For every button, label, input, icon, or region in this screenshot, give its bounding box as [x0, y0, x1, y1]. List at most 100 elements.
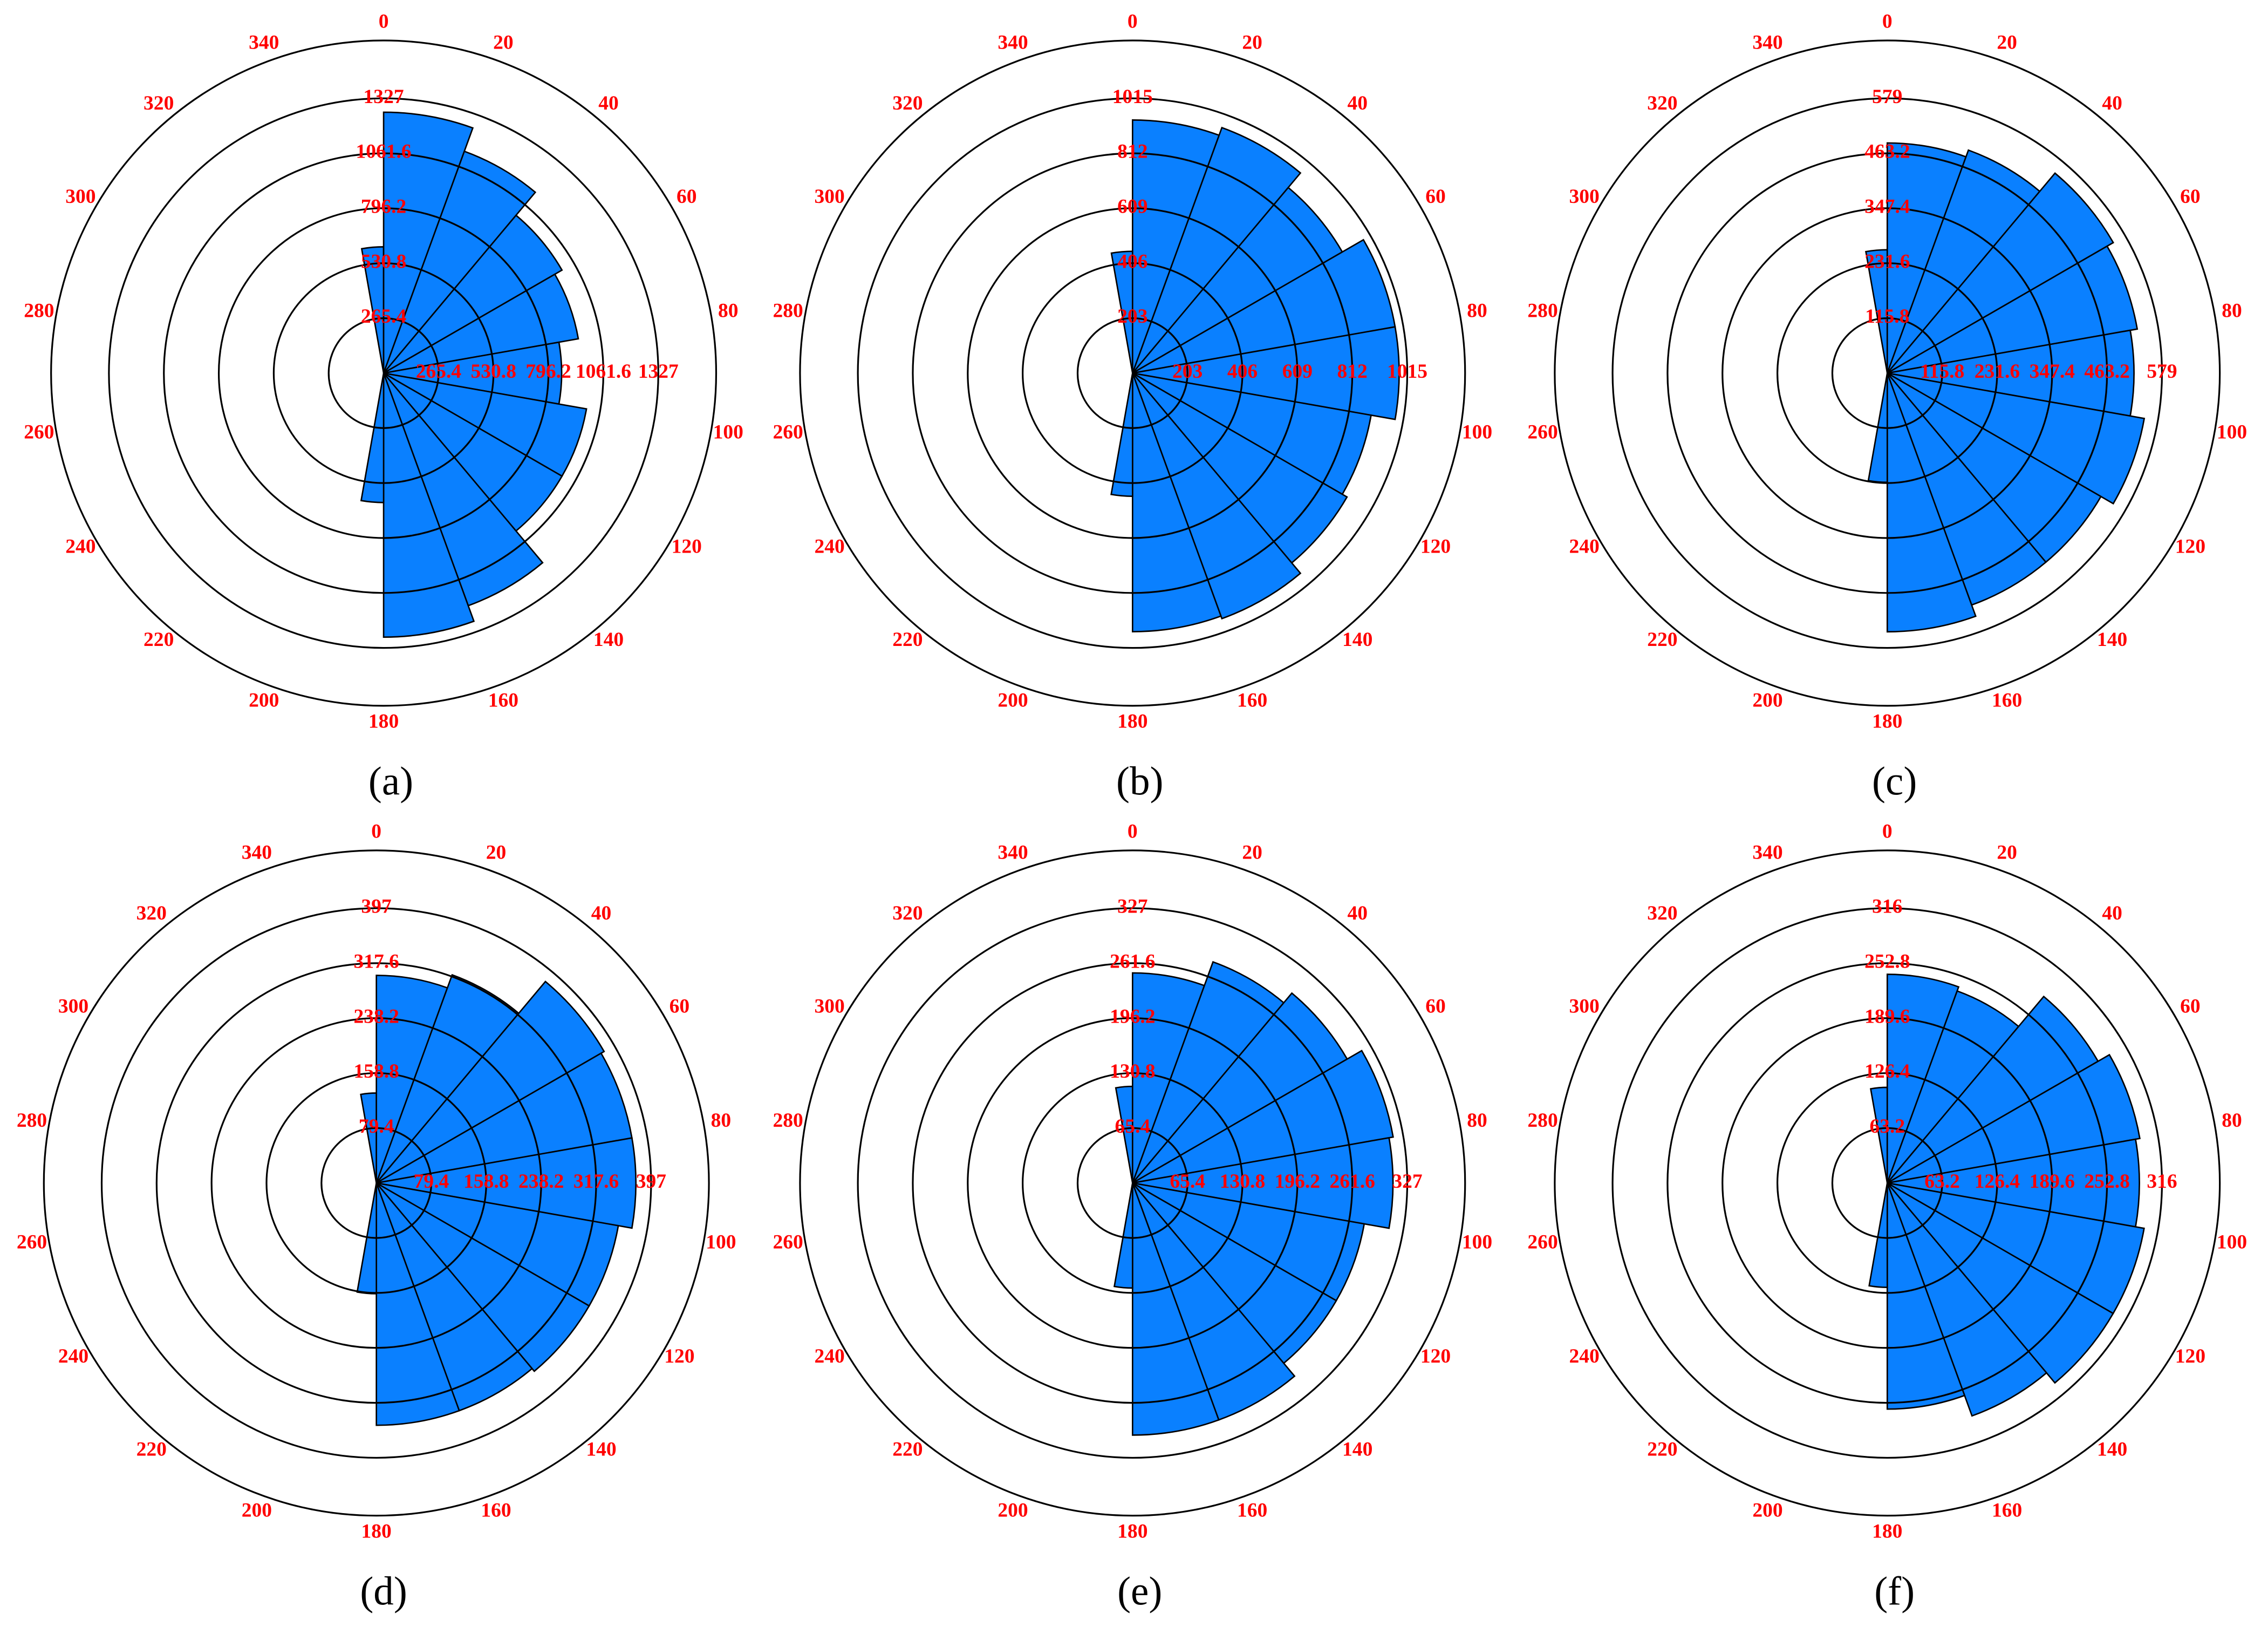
theta-tick-label: 200 — [1752, 689, 1782, 711]
theta-tick-label: 180 — [1117, 711, 1147, 733]
frame-circle — [799, 39, 1466, 707]
sector — [1887, 1053, 2141, 1184]
rose-chart: 65.4 65.4 130.8 130.8 196.2 196.2 261.6 261.6 32… — [773, 820, 1492, 1614]
ring — [1022, 262, 1244, 484]
r-tick-label: 115.8 — [1920, 360, 1964, 383]
theta-tick-label: 280 — [1527, 1109, 1557, 1132]
theta-tick-label: 220 — [1647, 1439, 1677, 1461]
sector — [1132, 372, 1372, 495]
theta-tick-label: 340 — [242, 841, 272, 863]
sector — [376, 1182, 619, 1307]
ring — [1666, 962, 2108, 1404]
theta-tick-label: 320 — [892, 902, 923, 924]
sector — [1887, 1182, 2048, 1417]
theta-tick-label: 80 — [2222, 1109, 2242, 1132]
theta-tick-label: 160 — [1992, 689, 2022, 711]
theta-tick-label: 180 — [1872, 711, 1902, 733]
r-tick-label: 579 — [2147, 360, 2177, 383]
r-tick-label: 252.8 — [2084, 1170, 2129, 1193]
theta-tick-label: 0 — [379, 10, 389, 32]
theta-tick-label: 300 — [65, 186, 95, 208]
theta-tick-label: 240 — [1569, 1345, 1599, 1367]
panel-label: (f) — [1874, 1569, 1915, 1614]
ring — [1831, 317, 1943, 429]
sector — [1132, 1136, 1394, 1229]
ring — [1611, 907, 2163, 1459]
r-tick-label: 463.2 — [1864, 141, 1910, 163]
r-tick-label: 406 — [1117, 250, 1147, 273]
sector — [1887, 1182, 2114, 1384]
panel-label: (c) — [1872, 759, 1917, 804]
sector — [383, 372, 563, 532]
theta-tick-label: 140 — [2097, 629, 2127, 651]
sector — [1132, 372, 1302, 620]
r-tick-label: 530.8 — [361, 250, 406, 273]
theta-tick-label: 80 — [2222, 299, 2242, 322]
r-tick-label: 196.2 — [1275, 1170, 1320, 1193]
theta-tick-label: 300 — [815, 996, 845, 1018]
r-tick-label: 347.4 — [2030, 360, 2075, 383]
theta-tick-label: 100 — [713, 421, 743, 444]
ring — [857, 97, 1409, 649]
theta-tick-label: 340 — [1752, 841, 1782, 863]
r-tick-label: 327 — [1117, 896, 1147, 918]
theta-tick-label: 240 — [58, 1345, 88, 1367]
ring — [1076, 317, 1188, 429]
r-tick-label: 252.8 — [1864, 950, 1910, 972]
theta-tick-label: 20 — [1997, 841, 2017, 863]
sector — [383, 372, 588, 478]
r-tick-label: 130.8 — [1110, 1060, 1155, 1083]
r-tick-label: 265.4 — [416, 360, 462, 383]
sector — [375, 1182, 534, 1412]
theta-tick-label: 300 — [58, 996, 88, 1018]
theta-tick-label: 320 — [1647, 92, 1677, 114]
theta-tick-label: 220 — [1647, 629, 1677, 651]
panel-label: (e) — [1117, 1569, 1162, 1614]
sector — [1110, 373, 1133, 498]
sector — [1887, 1138, 2140, 1228]
ring — [912, 152, 1354, 594]
theta-tick-label: 320 — [1647, 902, 1677, 924]
sector — [1886, 1182, 1966, 1410]
theta-tick-label: 40 — [1347, 92, 1368, 114]
r-tick-label: 347.4 — [1864, 196, 1910, 218]
r-tick-label: 1061.6 — [576, 360, 631, 383]
theta-tick-label: 320 — [892, 92, 923, 114]
theta-tick-label: 120 — [664, 1345, 694, 1367]
theta-tick-label: 140 — [593, 629, 624, 651]
r-tick-label: 189.6 — [2030, 1170, 2075, 1193]
r-tick-label: 231.6 — [1975, 360, 2020, 383]
panel-label: (b) — [1116, 759, 1164, 804]
theta-tick-label: 40 — [591, 902, 612, 924]
theta-tick-label: 120 — [2175, 1345, 2205, 1367]
theta-tick-label: 100 — [1462, 1231, 1492, 1253]
theta-tick-label: 200 — [1752, 1499, 1782, 1521]
r-tick-label: 261.6 — [1110, 950, 1155, 972]
theta-tick-label: 300 — [1569, 996, 1599, 1018]
ring — [108, 97, 659, 649]
r-tick-label: 796.2 — [525, 360, 571, 383]
theta-tick-label: 40 — [2102, 902, 2122, 924]
theta-tick-label: 300 — [815, 186, 845, 208]
r-tick-label: 261.6 — [1329, 1170, 1375, 1193]
theta-tick-label: 100 — [2217, 421, 2247, 444]
sector — [1868, 1183, 1888, 1288]
sector — [1887, 990, 2020, 1184]
r-tick-label: 812 — [1337, 360, 1368, 383]
theta-tick-label: 120 — [1420, 535, 1451, 557]
r-tick-label: 63.2 — [1869, 1115, 1905, 1138]
sector — [360, 373, 385, 503]
r-tick-label: 238.2 — [353, 1005, 399, 1027]
sector — [383, 214, 563, 374]
r-tick-label: 65.4 — [1170, 1170, 1205, 1193]
r-tick-label: 316 — [2147, 1170, 2177, 1193]
theta-tick-label: 260 — [773, 421, 803, 444]
sector — [376, 1137, 637, 1229]
theta-tick-label: 340 — [1752, 32, 1782, 54]
r-tick-label: 397 — [636, 1170, 666, 1193]
theta-tick-label: 340 — [998, 32, 1028, 54]
sector — [1887, 245, 2139, 374]
theta-tick-label: 80 — [718, 299, 739, 322]
sector — [1113, 1183, 1133, 1289]
